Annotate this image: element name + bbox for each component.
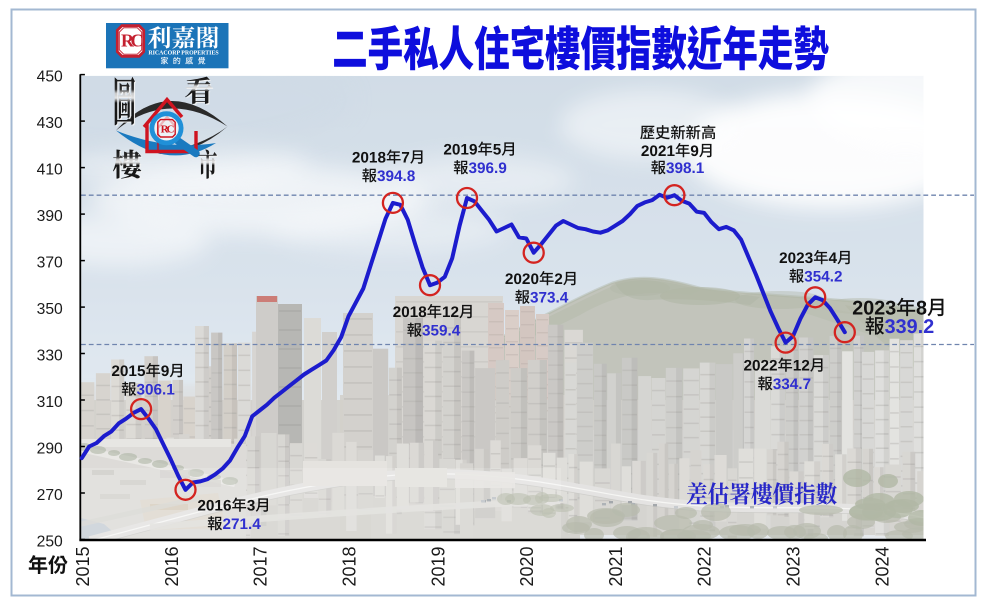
svg-text:RC: RC (121, 31, 142, 51)
svg-text:390: 390 (37, 208, 63, 225)
svg-text:2019: 2019 (428, 546, 448, 586)
svg-text:450: 450 (37, 68, 63, 85)
svg-text:2022: 2022 (695, 546, 715, 586)
svg-text:350: 350 (37, 301, 63, 318)
svg-text:2016: 2016 (162, 546, 182, 586)
svg-text:2017: 2017 (251, 546, 271, 586)
svg-text:310: 310 (37, 394, 63, 411)
svg-text:270: 270 (37, 487, 63, 504)
svg-text:2015: 2015 (73, 546, 93, 586)
svg-text:2020: 2020 (517, 546, 537, 586)
svg-text:RICACORP PROPERTIES: RICACORP PROPERTIES (148, 51, 219, 57)
svg-text:370: 370 (37, 254, 63, 271)
svg-text:250: 250 (37, 533, 63, 550)
svg-text:RC: RC (161, 123, 175, 135)
svg-text:290: 290 (37, 440, 63, 457)
svg-text:430: 430 (37, 115, 63, 132)
svg-text:2021: 2021 (606, 546, 626, 586)
svg-text:410: 410 (37, 161, 63, 178)
svg-text:330: 330 (37, 347, 63, 364)
svg-text:2018: 2018 (340, 546, 360, 586)
svg-text:2024: 2024 (872, 546, 892, 586)
svg-text:2023: 2023 (784, 546, 804, 586)
